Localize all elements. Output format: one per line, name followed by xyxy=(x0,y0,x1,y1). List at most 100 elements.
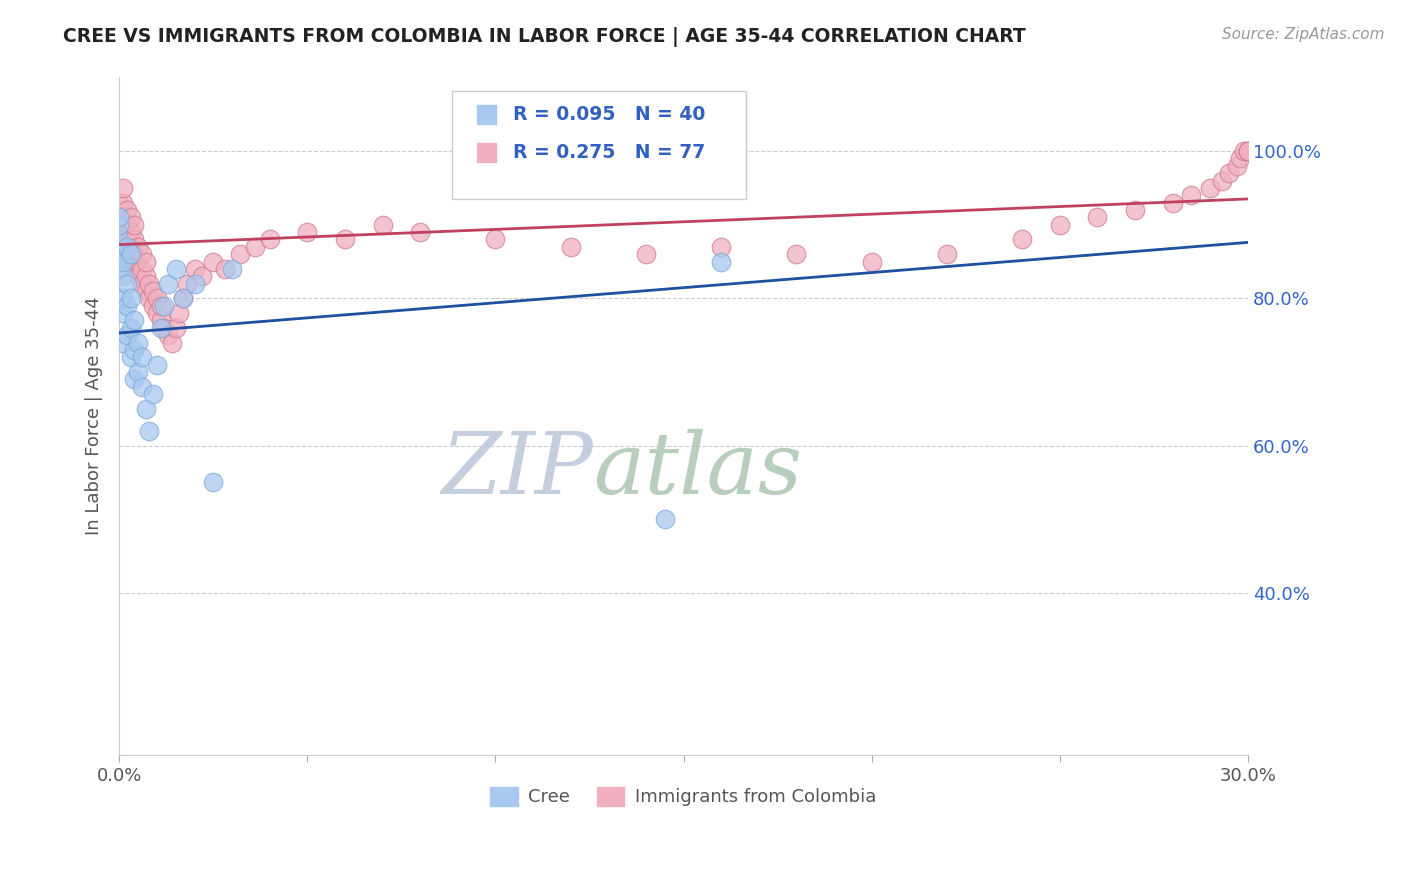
Point xyxy=(1237,144,1260,158)
Point xyxy=(149,299,172,313)
Point xyxy=(259,232,281,246)
Point xyxy=(142,387,165,401)
Point xyxy=(124,232,146,246)
Point xyxy=(108,211,131,225)
Point xyxy=(1180,188,1202,202)
Point xyxy=(785,247,807,261)
Point xyxy=(135,269,157,284)
Point xyxy=(176,277,198,291)
Point xyxy=(120,225,142,239)
Point xyxy=(138,291,160,305)
Point xyxy=(131,351,153,365)
Point xyxy=(131,380,153,394)
Point xyxy=(120,247,142,261)
Point xyxy=(138,424,160,438)
Point xyxy=(333,232,356,246)
Point xyxy=(243,240,266,254)
Text: ZIP: ZIP xyxy=(441,429,593,512)
Point xyxy=(115,299,138,313)
Point xyxy=(120,320,142,334)
Point xyxy=(157,277,180,291)
Point xyxy=(1218,166,1240,180)
Point xyxy=(115,277,138,291)
Point xyxy=(108,211,131,225)
Point xyxy=(202,475,225,490)
Point xyxy=(153,320,176,334)
Point xyxy=(371,218,394,232)
Point xyxy=(127,335,149,350)
FancyBboxPatch shape xyxy=(477,104,496,123)
Point xyxy=(124,343,146,357)
Point xyxy=(183,261,205,276)
Y-axis label: In Labor Force | Age 35-44: In Labor Force | Age 35-44 xyxy=(86,297,103,535)
Point xyxy=(108,261,131,276)
Point xyxy=(149,320,172,334)
Point xyxy=(124,372,146,386)
Point xyxy=(142,284,165,298)
Point xyxy=(1237,144,1260,158)
Point xyxy=(165,320,187,334)
Point xyxy=(131,247,153,261)
Point xyxy=(135,284,157,298)
Point xyxy=(135,401,157,416)
Point xyxy=(1225,159,1247,173)
Point xyxy=(112,269,135,284)
Point xyxy=(172,291,194,305)
Point xyxy=(1049,218,1071,232)
Text: atlas: atlas xyxy=(593,429,803,512)
Point xyxy=(183,277,205,291)
Point xyxy=(142,299,165,313)
Point xyxy=(124,261,146,276)
Point xyxy=(1211,173,1233,187)
Point xyxy=(165,261,187,276)
Point xyxy=(131,261,153,276)
Point xyxy=(135,254,157,268)
Text: CREE VS IMMIGRANTS FROM COLOMBIA IN LABOR FORCE | AGE 35-44 CORRELATION CHART: CREE VS IMMIGRANTS FROM COLOMBIA IN LABO… xyxy=(63,27,1026,46)
Point xyxy=(297,225,319,239)
Point xyxy=(112,181,135,195)
Point xyxy=(221,261,243,276)
Point xyxy=(1233,144,1256,158)
Point xyxy=(120,351,142,365)
Point xyxy=(560,240,582,254)
Point xyxy=(172,291,194,305)
Point xyxy=(1085,211,1108,225)
Point xyxy=(214,261,236,276)
Point xyxy=(127,240,149,254)
Point xyxy=(112,195,135,210)
Point xyxy=(120,240,142,254)
Text: Source: ZipAtlas.com: Source: ZipAtlas.com xyxy=(1222,27,1385,42)
Point xyxy=(108,247,131,261)
Text: R = 0.095   N = 40: R = 0.095 N = 40 xyxy=(513,104,706,123)
Point xyxy=(202,254,225,268)
Point xyxy=(112,254,135,268)
Point xyxy=(124,218,146,232)
Point xyxy=(169,306,191,320)
Point xyxy=(160,335,183,350)
Point xyxy=(115,328,138,343)
Point xyxy=(860,254,883,268)
Point xyxy=(935,247,957,261)
Point xyxy=(710,240,733,254)
Point xyxy=(112,240,135,254)
Point xyxy=(112,211,135,225)
Point xyxy=(108,240,131,254)
Point xyxy=(112,335,135,350)
Point xyxy=(108,232,131,246)
Point xyxy=(131,277,153,291)
Point xyxy=(115,240,138,254)
Point xyxy=(112,306,135,320)
Point xyxy=(1237,144,1260,158)
Point xyxy=(153,299,176,313)
Point xyxy=(1011,232,1033,246)
Point xyxy=(115,232,138,246)
FancyBboxPatch shape xyxy=(453,91,745,200)
Point xyxy=(1229,152,1251,166)
Point xyxy=(127,269,149,284)
Point xyxy=(1161,195,1184,210)
Point xyxy=(108,195,131,210)
Point xyxy=(710,254,733,268)
Point xyxy=(409,225,432,239)
Point xyxy=(112,225,135,239)
Point xyxy=(634,247,657,261)
